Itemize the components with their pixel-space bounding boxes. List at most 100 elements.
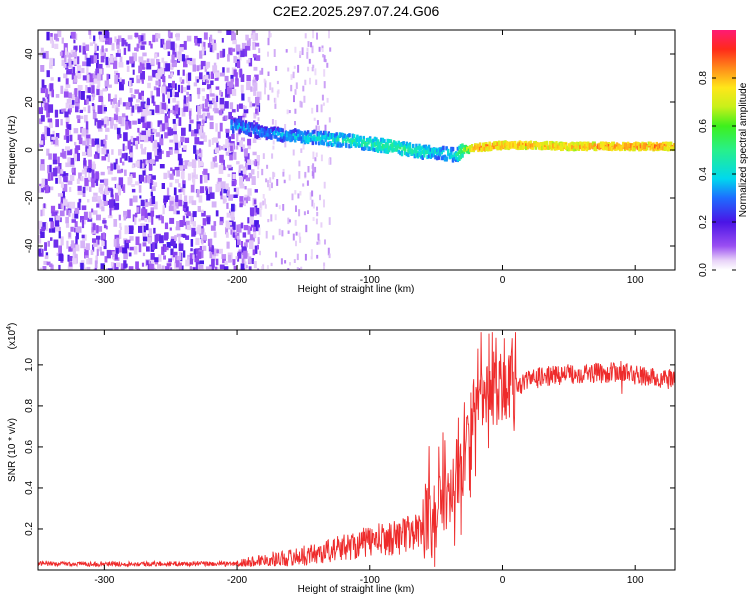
spectrogram-cell [161, 86, 166, 94]
spectrogram-cell [432, 150, 436, 155]
spectrogram-cell [71, 31, 76, 39]
spectrogram-cell [107, 168, 113, 175]
spectrogram-cell [289, 262, 291, 266]
spectrogram-cell [148, 237, 152, 244]
spectrogram-cell [534, 145, 537, 150]
spectrogram-cell [494, 145, 498, 150]
spectrogram-cell [173, 139, 179, 144]
spectrogram-cell [93, 239, 98, 247]
spectrogram-cell [295, 82, 298, 89]
spectrogram-cell [97, 147, 101, 154]
spectrogram-cell [66, 208, 70, 216]
spectrogram-cell [646, 146, 649, 151]
spectrogram-cell [84, 177, 89, 187]
spectrogram-cell [370, 146, 373, 150]
spectrogram-cell [235, 145, 239, 150]
spectrogram-cell [197, 251, 202, 259]
spectrogram-cell [216, 95, 219, 102]
spectrogram-cell [73, 75, 78, 83]
spectrogram-cell [327, 247, 330, 256]
spectrogram-cell [62, 184, 68, 192]
spectrogram-cell [257, 162, 260, 170]
spectrogram-cell [318, 125, 320, 131]
spectrogram-cell [185, 55, 189, 60]
spectrogram-cell [478, 142, 482, 147]
spectrogram-cell [421, 145, 424, 150]
spectrogram-cell [91, 166, 95, 172]
spectrogram-cell [86, 57, 91, 67]
spectrogram-cell [250, 33, 253, 39]
spectrogram-cell [172, 119, 176, 124]
spectrogram-cell [219, 182, 222, 192]
spectrogram-cell [44, 125, 48, 135]
spectrogram-cell [253, 161, 256, 166]
spectrogram-cell [287, 217, 290, 225]
spectrogram-cell [627, 146, 630, 151]
spectrogram-cell [48, 104, 54, 113]
spectrogram-cell [210, 161, 215, 169]
spectrogram-cell [558, 141, 561, 146]
spectrogram-cell [268, 127, 271, 132]
spectrogram-cell [442, 148, 445, 153]
spectrogram-cell [47, 94, 50, 103]
spectrogram-cell [118, 62, 124, 68]
spectrogram-cell [294, 46, 297, 53]
spectrogram-cell [142, 252, 146, 257]
spectrogram-cell [84, 168, 87, 177]
spectrogram-cell [323, 81, 326, 89]
spectrogram-cell [129, 88, 133, 93]
spectrogram-xlabel: Height of straight line (km) [298, 284, 415, 295]
spectrogram-cell [232, 259, 236, 264]
spectrogram-cell [223, 266, 229, 270]
spectrogram-cell [231, 134, 235, 140]
spectrogram-cell [132, 172, 136, 178]
spectrogram-cell [103, 178, 109, 186]
spectrogram-cell [57, 193, 63, 197]
spectrogram-cell [163, 255, 166, 260]
spectrogram-cell [174, 148, 180, 154]
spectrogram-cell [213, 39, 216, 44]
spectrogram-cell [536, 142, 539, 147]
spectrogram-cell [80, 216, 85, 223]
spectrogram-cell [526, 144, 529, 149]
spectrogram-cell [177, 84, 180, 93]
spectrogram-cell [233, 194, 238, 198]
spectrogram-cell [234, 231, 238, 236]
spectrogram-cell [222, 48, 226, 57]
spectrogram-cell [70, 103, 75, 109]
spectrogram-cell [644, 143, 647, 148]
spectrogram-cell [142, 242, 147, 247]
spectrogram-cell [172, 98, 177, 103]
spectrogram-cell [298, 130, 302, 135]
spectrogram-cell [310, 42, 313, 48]
spectrogram-cell [231, 32, 236, 40]
spectrogram-cell [146, 260, 149, 266]
spectrogram-cell [323, 181, 326, 189]
spectrogram-cell [275, 251, 278, 258]
spectrogram-cell [88, 30, 91, 35]
spectrogram-cell [172, 48, 175, 52]
spectrogram-cell [157, 264, 162, 270]
spectrogram-cell [242, 113, 247, 118]
spectrogram-cell [609, 146, 612, 151]
spectrogram-cell [327, 142, 330, 147]
spectrogram-cell [165, 63, 170, 72]
spectrogram-cell [312, 64, 315, 68]
spectrogram-cell [183, 201, 188, 208]
spectrogram-cell [201, 41, 205, 48]
spectrogram-cell [341, 138, 345, 143]
spectrogram-cell [113, 176, 117, 181]
spectrogram-cell [244, 175, 248, 179]
spectrogram-cell [330, 135, 334, 140]
spectrogram-cell [316, 120, 319, 125]
spectrogram-cell [278, 205, 281, 210]
spectrogram-cell [209, 88, 212, 96]
spectrogram-cell [300, 148, 303, 153]
spectrogram-cell [41, 134, 45, 139]
spectrogram-cell [402, 146, 405, 151]
spectrogram-cell [166, 151, 170, 158]
spectrogram-cell [83, 157, 86, 165]
spectrogram-cell [568, 145, 571, 149]
spectrogram-cell [220, 195, 224, 200]
spectrogram-cell [663, 147, 666, 151]
